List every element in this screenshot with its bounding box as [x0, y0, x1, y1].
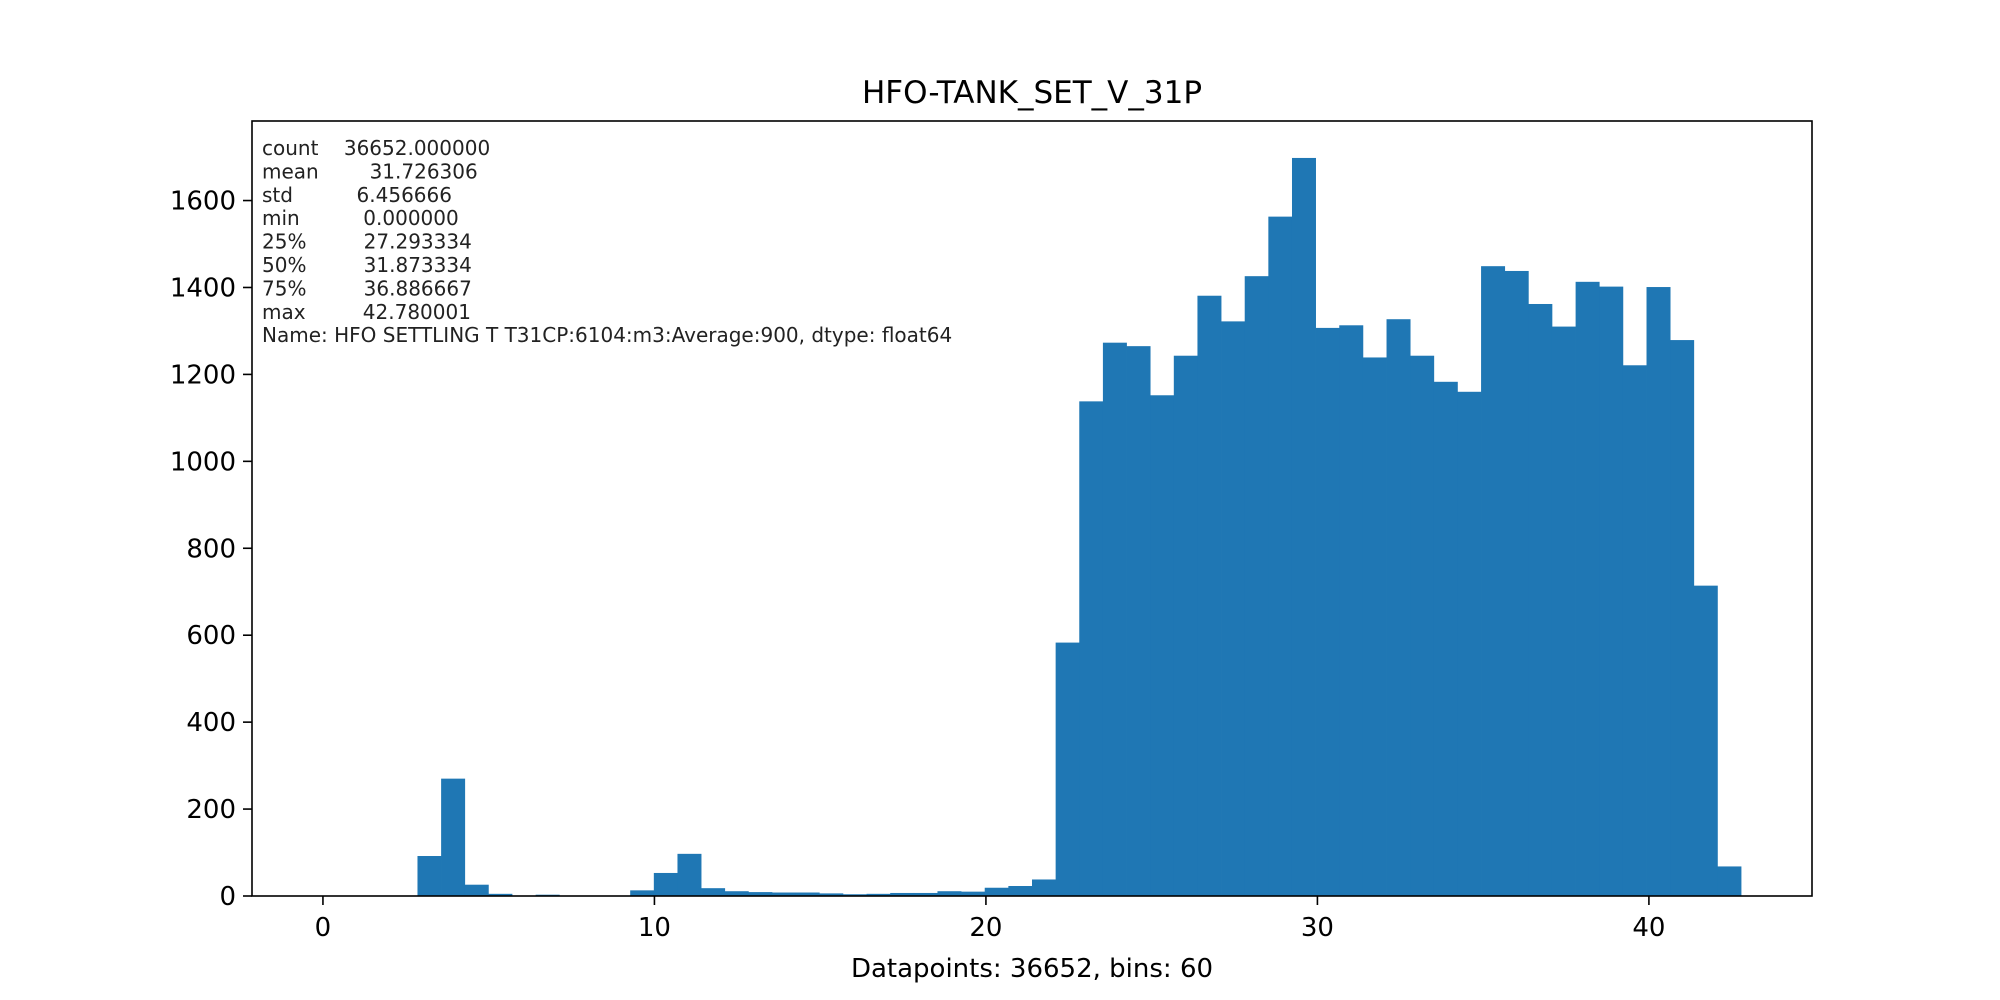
histogram-bar [1670, 340, 1695, 896]
histogram-bar [1291, 157, 1316, 896]
y-tick-label: 800 [186, 534, 236, 564]
histogram-bar [1339, 325, 1364, 896]
histogram-bar [441, 778, 466, 896]
x-tick-label: 20 [969, 913, 1002, 943]
y-tick-label: 1400 [170, 273, 236, 303]
y-tick-label: 400 [186, 708, 236, 738]
histogram-bar [937, 891, 962, 896]
histogram-bar [1102, 342, 1127, 896]
x-tick-label: 30 [1301, 913, 1334, 943]
histogram-bar [701, 888, 726, 896]
y-tick-label: 1000 [170, 447, 236, 477]
stats-line: 75% 36.886667 [262, 276, 472, 300]
y-tick-label: 1200 [170, 360, 236, 390]
stats-line: Name: HFO SETTLING T T31CP:6104:m3:Avera… [262, 323, 952, 347]
histogram-bar [677, 853, 702, 896]
histogram-bar [748, 892, 773, 896]
histogram-bar [1622, 365, 1647, 896]
histogram-bar [1717, 866, 1742, 896]
y-axis-ticks: 0 200 400 600 800 1000 1200 1400 1600 [170, 187, 252, 912]
histogram-bar [1008, 886, 1033, 896]
histogram-bar [1646, 287, 1671, 896]
histogram-bar [984, 887, 1009, 896]
histogram-bar [1362, 357, 1387, 897]
histogram-bar [772, 892, 796, 896]
y-tick-label: 600 [186, 621, 236, 651]
histogram-bar [724, 891, 749, 896]
histogram-bar [1410, 355, 1435, 897]
stats-line: std 6.456666 [262, 183, 452, 207]
histogram-bar [961, 891, 986, 896]
chart-title: HFO-TANK_SET_V_31P [862, 75, 1202, 111]
histogram-bar [1173, 355, 1198, 897]
histogram-bar [1599, 286, 1624, 896]
histogram-bar [630, 890, 655, 896]
x-tick-label: 40 [1632, 913, 1665, 943]
histogram-bar [1575, 281, 1600, 896]
histogram-bar [1481, 266, 1506, 896]
x-tick-label: 10 [638, 913, 671, 943]
histogram-bar [1079, 401, 1104, 896]
histogram-bar [417, 856, 442, 896]
histogram-bar [1528, 303, 1553, 896]
histogram-bar [913, 892, 938, 896]
histogram-bar [1055, 642, 1080, 896]
histogram-bar [1315, 327, 1340, 896]
histogram-bar [866, 893, 891, 896]
stats-line: min 0.000000 [262, 206, 459, 230]
y-tick-label: 1600 [170, 187, 236, 217]
histogram-bar [842, 894, 867, 896]
stats-line: 50% 31.873334 [262, 253, 472, 277]
histogram-bar [795, 892, 820, 896]
stats-line: 25% 27.293334 [262, 230, 472, 254]
y-tick-label: 200 [186, 795, 236, 825]
histogram-bar [1693, 585, 1718, 896]
x-axis-ticks: 0 10 20 30 40 [315, 896, 1665, 943]
histogram-bar [1221, 321, 1246, 896]
histogram-bar [1433, 381, 1458, 896]
histogram-bar [1197, 295, 1222, 897]
histogram-bar [1551, 326, 1576, 897]
histogram-bar [1032, 879, 1056, 896]
histogram-bar [1268, 216, 1293, 896]
stats-line: max 42.780001 [262, 300, 471, 324]
histogram-bar [1126, 346, 1151, 896]
stats-line: mean 31.726306 [262, 159, 478, 183]
stats-line: count 36652.000000 [262, 136, 490, 160]
x-tick-label: 0 [315, 913, 332, 943]
histogram-bar [464, 884, 489, 896]
y-tick-label: 0 [219, 882, 236, 912]
histogram-bars [417, 157, 1742, 897]
plot-frame [251, 120, 1813, 897]
histogram-bar [1504, 270, 1529, 897]
histogram-bar [1457, 391, 1482, 896]
histogram-bar [890, 892, 915, 896]
histogram-bar [653, 872, 678, 896]
x-axis-label: Datapoints: 36652, bins: 60 [851, 954, 1213, 984]
histogram-bar [1386, 319, 1411, 897]
histogram-bar [1150, 395, 1175, 896]
histogram-bar [819, 893, 844, 896]
histogram-bar [1244, 276, 1269, 896]
histogram-bar [488, 893, 513, 896]
